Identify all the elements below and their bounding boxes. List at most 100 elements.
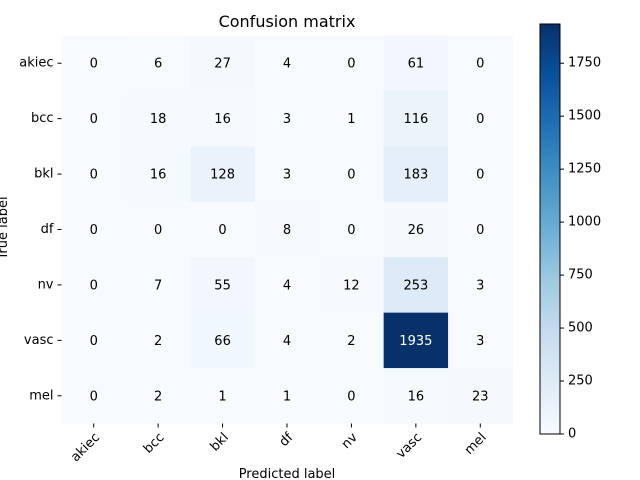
cell-value-label: 4 — [283, 278, 291, 293]
cell-value-label: 0 — [90, 112, 98, 127]
y-axis-label: True label — [0, 196, 11, 260]
heatmap-cell — [61, 312, 127, 369]
cell-value-label: 116 — [403, 112, 428, 127]
cell-value-label: 7 — [154, 278, 162, 293]
x-tick-label: nv — [339, 430, 361, 452]
cell-value-label: 2 — [154, 334, 162, 349]
cell-value-label: 3 — [283, 168, 291, 183]
heatmap-cell — [61, 146, 127, 203]
cell-value-label: 1 — [283, 389, 291, 404]
cell-value-label: 0 — [347, 223, 355, 238]
cell-value-label: 1 — [218, 389, 226, 404]
cell-value-label: 3 — [476, 334, 484, 349]
cell-value-label: 1 — [347, 112, 355, 127]
cell-value-label: 0 — [476, 168, 484, 183]
heatmap-cell — [125, 312, 191, 369]
heatmap-cell — [190, 201, 256, 258]
cell-value-label: 0 — [154, 223, 162, 238]
cell-value-label: 0 — [90, 57, 98, 72]
colorbar-tick-label: 1750 — [568, 56, 601, 71]
heatmap-cell — [448, 146, 513, 203]
cell-value-label: 183 — [403, 168, 428, 183]
heatmap-cell — [383, 201, 449, 258]
y-tick-label: df — [41, 222, 54, 237]
x-tick-label: mel — [462, 430, 490, 458]
heatmap-cell — [319, 257, 385, 314]
heatmap-cell — [254, 312, 320, 369]
cell-value-label: 0 — [347, 389, 355, 404]
y-axis-ticks: akiec bcc bkl df nv vasc mel — [19, 56, 62, 403]
heatmap-cell — [383, 90, 449, 147]
cell-value-label: 4 — [283, 334, 291, 349]
heatmap-cell — [125, 201, 191, 258]
cell-value-label: 0 — [476, 223, 484, 238]
cell-value-label: 1935 — [399, 334, 432, 349]
x-tick-label: vasc — [394, 430, 426, 462]
cell-value-label: 2 — [154, 389, 162, 404]
cell-value-label: 0 — [90, 389, 98, 404]
x-tick-label: akiec — [68, 430, 103, 465]
heatmap-cell — [190, 257, 256, 314]
cell-value-label: 26 — [408, 223, 425, 238]
heatmap-cell — [190, 368, 256, 424]
cell-value-label: 6 — [154, 57, 162, 72]
cell-value-label: 12 — [343, 278, 360, 293]
cell-value-label: 2 — [347, 334, 355, 349]
heatmap-cell — [319, 90, 385, 147]
x-tick-label: df — [277, 430, 297, 450]
cell-value-label: 23 — [472, 389, 489, 404]
cell-value-label: 61 — [408, 57, 425, 72]
cell-value-label: 16 — [214, 112, 231, 127]
heatmap-cell — [319, 368, 385, 424]
heatmap-cell — [61, 90, 127, 147]
cell-value-label: 8 — [283, 223, 291, 238]
heatmap-cell — [383, 146, 449, 203]
heatmap-cell — [125, 35, 191, 92]
heatmap-cell — [319, 35, 385, 92]
heatmap-cell — [190, 146, 256, 203]
heatmap-cell — [61, 368, 127, 424]
heatmap-cell — [319, 146, 385, 203]
cell-value-label: 66 — [214, 334, 231, 349]
x-tick-label: bkl — [208, 430, 232, 454]
heatmap-cell — [319, 312, 385, 369]
cell-value-label: 4 — [283, 57, 291, 72]
cell-value-label: 3 — [476, 278, 484, 293]
heatmap-cell-values: 0 6 27 4 0 61 00 18 16 3 1 116 00 16 128 3 0 183 00 0 0 8 0 26 0… — [90, 57, 489, 405]
y-tick-label: bkl — [34, 167, 53, 182]
cell-value-label: 253 — [403, 278, 428, 293]
cell-value-label: 0 — [476, 112, 484, 127]
heatmap-cell — [448, 201, 513, 258]
heatmap-cell — [383, 368, 449, 424]
heatmap-cells — [61, 35, 513, 424]
colorbar-tick-label: 1000 — [568, 215, 601, 230]
y-tick-label: bcc — [31, 111, 54, 126]
colorbar-tick-label: 0 — [568, 427, 576, 442]
colorbar-tick-label: 750 — [568, 268, 593, 283]
y-tick-label: akiec — [19, 56, 53, 71]
heatmap-cell — [254, 201, 320, 258]
heatmap-cell — [190, 35, 256, 92]
y-tick-label: nv — [38, 277, 54, 292]
heatmap-cell — [254, 146, 320, 203]
cell-value-label: 0 — [90, 278, 98, 293]
y-tick-label: mel — [29, 388, 53, 403]
heatmap-cell — [254, 368, 320, 424]
heatmap-cell — [125, 90, 191, 147]
heatmap-cell — [383, 35, 449, 92]
chart-title: Confusion matrix — [219, 12, 356, 31]
cell-value-label: 16 — [150, 168, 167, 183]
heatmap-cell — [448, 257, 513, 314]
cell-value-label: 0 — [218, 223, 226, 238]
cell-value-label: 0 — [347, 57, 355, 72]
colorbar-ticks: 0 250 500 750 1000 1250 1500 1750 — [560, 56, 601, 442]
colorbar-tick-label: 250 — [568, 374, 593, 389]
x-axis-label: Predicted label — [239, 467, 336, 480]
colorbar-tick-label: 1250 — [568, 162, 601, 177]
heatmap-cell — [448, 90, 513, 147]
cell-value-label: 0 — [90, 334, 98, 349]
cell-value-label: 27 — [214, 57, 231, 72]
heatmap-cell — [61, 201, 127, 258]
heatmap-cell — [125, 368, 191, 424]
